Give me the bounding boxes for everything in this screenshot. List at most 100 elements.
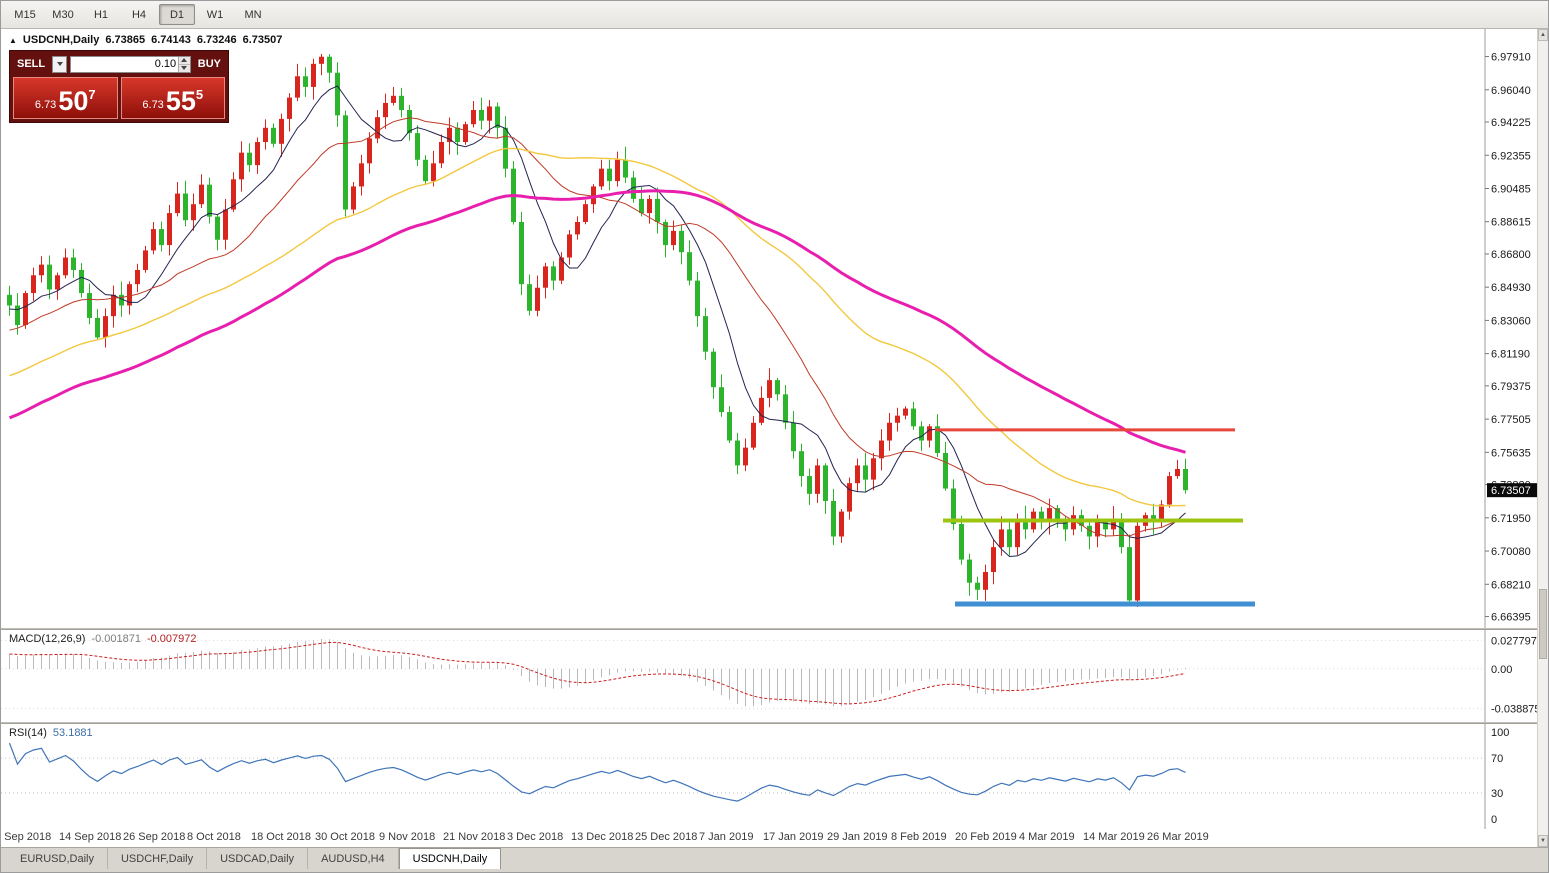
- candle: [1087, 521, 1092, 550]
- candle: [455, 122, 460, 156]
- candle: [1039, 506, 1044, 530]
- candle: [983, 564, 988, 601]
- candle: [143, 245, 148, 273]
- date-label: 4 Sep 2018: [0, 831, 52, 843]
- sell-button[interactable]: 6.73 50 7: [13, 77, 118, 119]
- price-tick-label: 6.84930: [1491, 282, 1531, 294]
- price-tick-label: 6.83060: [1491, 315, 1531, 327]
- candle: [735, 432, 740, 475]
- volume-stepper: [178, 56, 190, 72]
- scroll-down-button[interactable]: ▼: [1538, 835, 1548, 847]
- date-label: 14 Sep 2018: [59, 831, 122, 843]
- candle: [943, 441, 948, 491]
- one-click-trading-panel: SELL BUY 6.73 50 7 6.73 55 5: [9, 50, 229, 123]
- vertical-scrollbar[interactable]: ▲ ▼: [1537, 29, 1548, 847]
- candle: [279, 113, 284, 157]
- price-tick-label: 6.70080: [1491, 546, 1531, 558]
- current-price-tag: 6.73507: [1487, 483, 1541, 498]
- date-label: 26 Sep 2018: [123, 831, 186, 843]
- candle: [831, 488, 836, 546]
- timeframe-button-mn[interactable]: MN: [244, 8, 262, 21]
- date-label: 18 Oct 2018: [251, 831, 311, 843]
- scroll-thumb[interactable]: [1539, 589, 1547, 659]
- timeframe-button-h1[interactable]: H1: [93, 8, 109, 21]
- candle: [967, 553, 972, 596]
- candle: [815, 458, 820, 503]
- candle: [87, 283, 92, 325]
- macd-indicator-canvas[interactable]: 0.027797 0.00 -0.038875: [1, 629, 1549, 723]
- candle: [199, 174, 204, 208]
- ma-slow-yellow-line: [9, 147, 1186, 507]
- macd-panel-splitter[interactable]: [1, 628, 1548, 630]
- tab-audusd-h4[interactable]: AUDUSD,H4: [308, 848, 399, 869]
- rsi-panel-splitter[interactable]: [1, 722, 1548, 724]
- candle: [23, 290, 28, 329]
- candle: [415, 125, 420, 166]
- ohlc-close: 6.73507: [242, 34, 283, 46]
- candle: [615, 151, 620, 187]
- price-tick-label: 6.90485: [1491, 183, 1531, 195]
- candle: [679, 225, 684, 265]
- timeframe-button-w1[interactable]: W1: [206, 8, 224, 21]
- volume-field: [70, 55, 191, 73]
- rsi-tick-label: 70: [1491, 753, 1503, 765]
- candle: [343, 110, 348, 217]
- candle: [335, 62, 340, 127]
- macd-signal-value: -0.007972: [146, 633, 197, 645]
- volume-decrease-button[interactable]: [179, 64, 190, 72]
- candle: [383, 93, 388, 129]
- volume-dropdown-button[interactable]: [52, 55, 68, 73]
- tab-eurusd-daily[interactable]: EURUSD,Daily: [7, 848, 108, 869]
- svg-text:6.73507: 6.73507: [1491, 485, 1531, 497]
- volume-increase-button[interactable]: [179, 56, 190, 65]
- tab-usdcnh-daily[interactable]: USDCNH,Daily: [398, 848, 502, 869]
- ohlc-open: 6.73865: [105, 34, 146, 46]
- timeframe-button-d1[interactable]: D1: [159, 4, 195, 25]
- candle: [423, 155, 428, 185]
- macd-main-value: -0.001871: [91, 633, 141, 645]
- date-label: 4 Mar 2019: [1019, 831, 1075, 843]
- scroll-up-button[interactable]: ▲: [1538, 29, 1548, 41]
- candle: [887, 413, 892, 451]
- rsi-tick-label: 0: [1491, 814, 1497, 826]
- date-label: 7 Jan 2019: [699, 831, 754, 843]
- tab-usdchf-daily[interactable]: USDCHF,Daily: [108, 848, 208, 869]
- symbol-arrow-icon: ▲: [9, 35, 17, 45]
- candle: [711, 348, 716, 399]
- candle: [671, 220, 676, 251]
- price-tick-label: 6.71950: [1491, 513, 1531, 525]
- candle: [567, 230, 572, 265]
- price-tick-label: 6.97910: [1491, 52, 1531, 64]
- candle: [103, 308, 108, 348]
- candle: [271, 123, 276, 148]
- buy-button[interactable]: 6.73 55 5: [120, 77, 225, 119]
- candle: [439, 134, 444, 169]
- macd-header: MACD(12,26,9) -0.001871 -0.007972: [9, 633, 197, 645]
- rsi-indicator-canvas[interactable]: 100 70 30 0: [1, 723, 1549, 829]
- candle: [215, 214, 220, 251]
- macd-signal-line: [9, 641, 1186, 705]
- price-chart-canvas[interactable]: 6.97910 6.96040 6.94225 6.92355 6.90485 6.886…: [1, 29, 1549, 629]
- volume-input[interactable]: [71, 56, 179, 72]
- status-strip: [1, 869, 1548, 872]
- rsi-title: RSI(14): [9, 727, 47, 739]
- ohlc-low: 6.73246: [196, 34, 237, 46]
- tab-usdcad-daily[interactable]: USDCAD,Daily: [207, 848, 309, 869]
- candle: [759, 386, 764, 426]
- timeframe-button-m15[interactable]: M15: [14, 8, 36, 21]
- candle: [623, 146, 628, 183]
- price-tick-label: 6.96040: [1491, 85, 1531, 97]
- candle: [551, 261, 556, 291]
- timeframe-button-h4[interactable]: H4: [131, 8, 147, 21]
- candle: [135, 263, 140, 293]
- timeframe-button-m30[interactable]: M30: [52, 8, 74, 21]
- candle: [959, 515, 964, 565]
- candle: [479, 97, 484, 130]
- candle: [863, 452, 868, 492]
- candle: [855, 458, 860, 492]
- candle: [239, 141, 244, 192]
- candle: [263, 119, 268, 150]
- arrow-down-icon: [181, 66, 188, 70]
- candle: [519, 211, 524, 296]
